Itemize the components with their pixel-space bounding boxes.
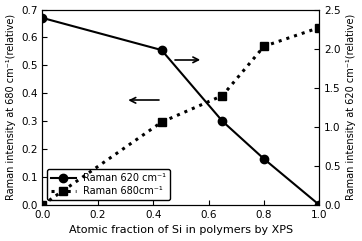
Raman 680cm⁻¹	[262, 45, 266, 48]
Line: Raman 680cm⁻¹: Raman 680cm⁻¹	[38, 23, 324, 209]
Raman 680cm⁻¹	[220, 94, 225, 97]
Y-axis label: Raman intensity at 620 cm⁻¹(relative): Raman intensity at 620 cm⁻¹(relative)	[346, 14, 357, 201]
Legend: Raman 620 cm⁻¹, Raman 680cm⁻¹: Raman 620 cm⁻¹, Raman 680cm⁻¹	[47, 169, 170, 200]
Raman 620 cm⁻¹	[159, 49, 164, 52]
Y-axis label: Raman intensity at 680 cm⁻¹(relative): Raman intensity at 680 cm⁻¹(relative)	[5, 14, 16, 200]
Raman 620 cm⁻¹	[317, 204, 321, 207]
Raman 680cm⁻¹	[40, 204, 45, 207]
Line: Raman 620 cm⁻¹: Raman 620 cm⁻¹	[38, 14, 324, 209]
Raman 620 cm⁻¹	[262, 158, 266, 161]
Raman 620 cm⁻¹	[220, 120, 225, 123]
X-axis label: Atomic fraction of Si in polymers by XPS: Atomic fraction of Si in polymers by XPS	[69, 225, 293, 235]
Raman 680cm⁻¹	[159, 121, 164, 124]
Raman 680cm⁻¹	[317, 26, 321, 29]
Raman 620 cm⁻¹	[40, 16, 45, 19]
